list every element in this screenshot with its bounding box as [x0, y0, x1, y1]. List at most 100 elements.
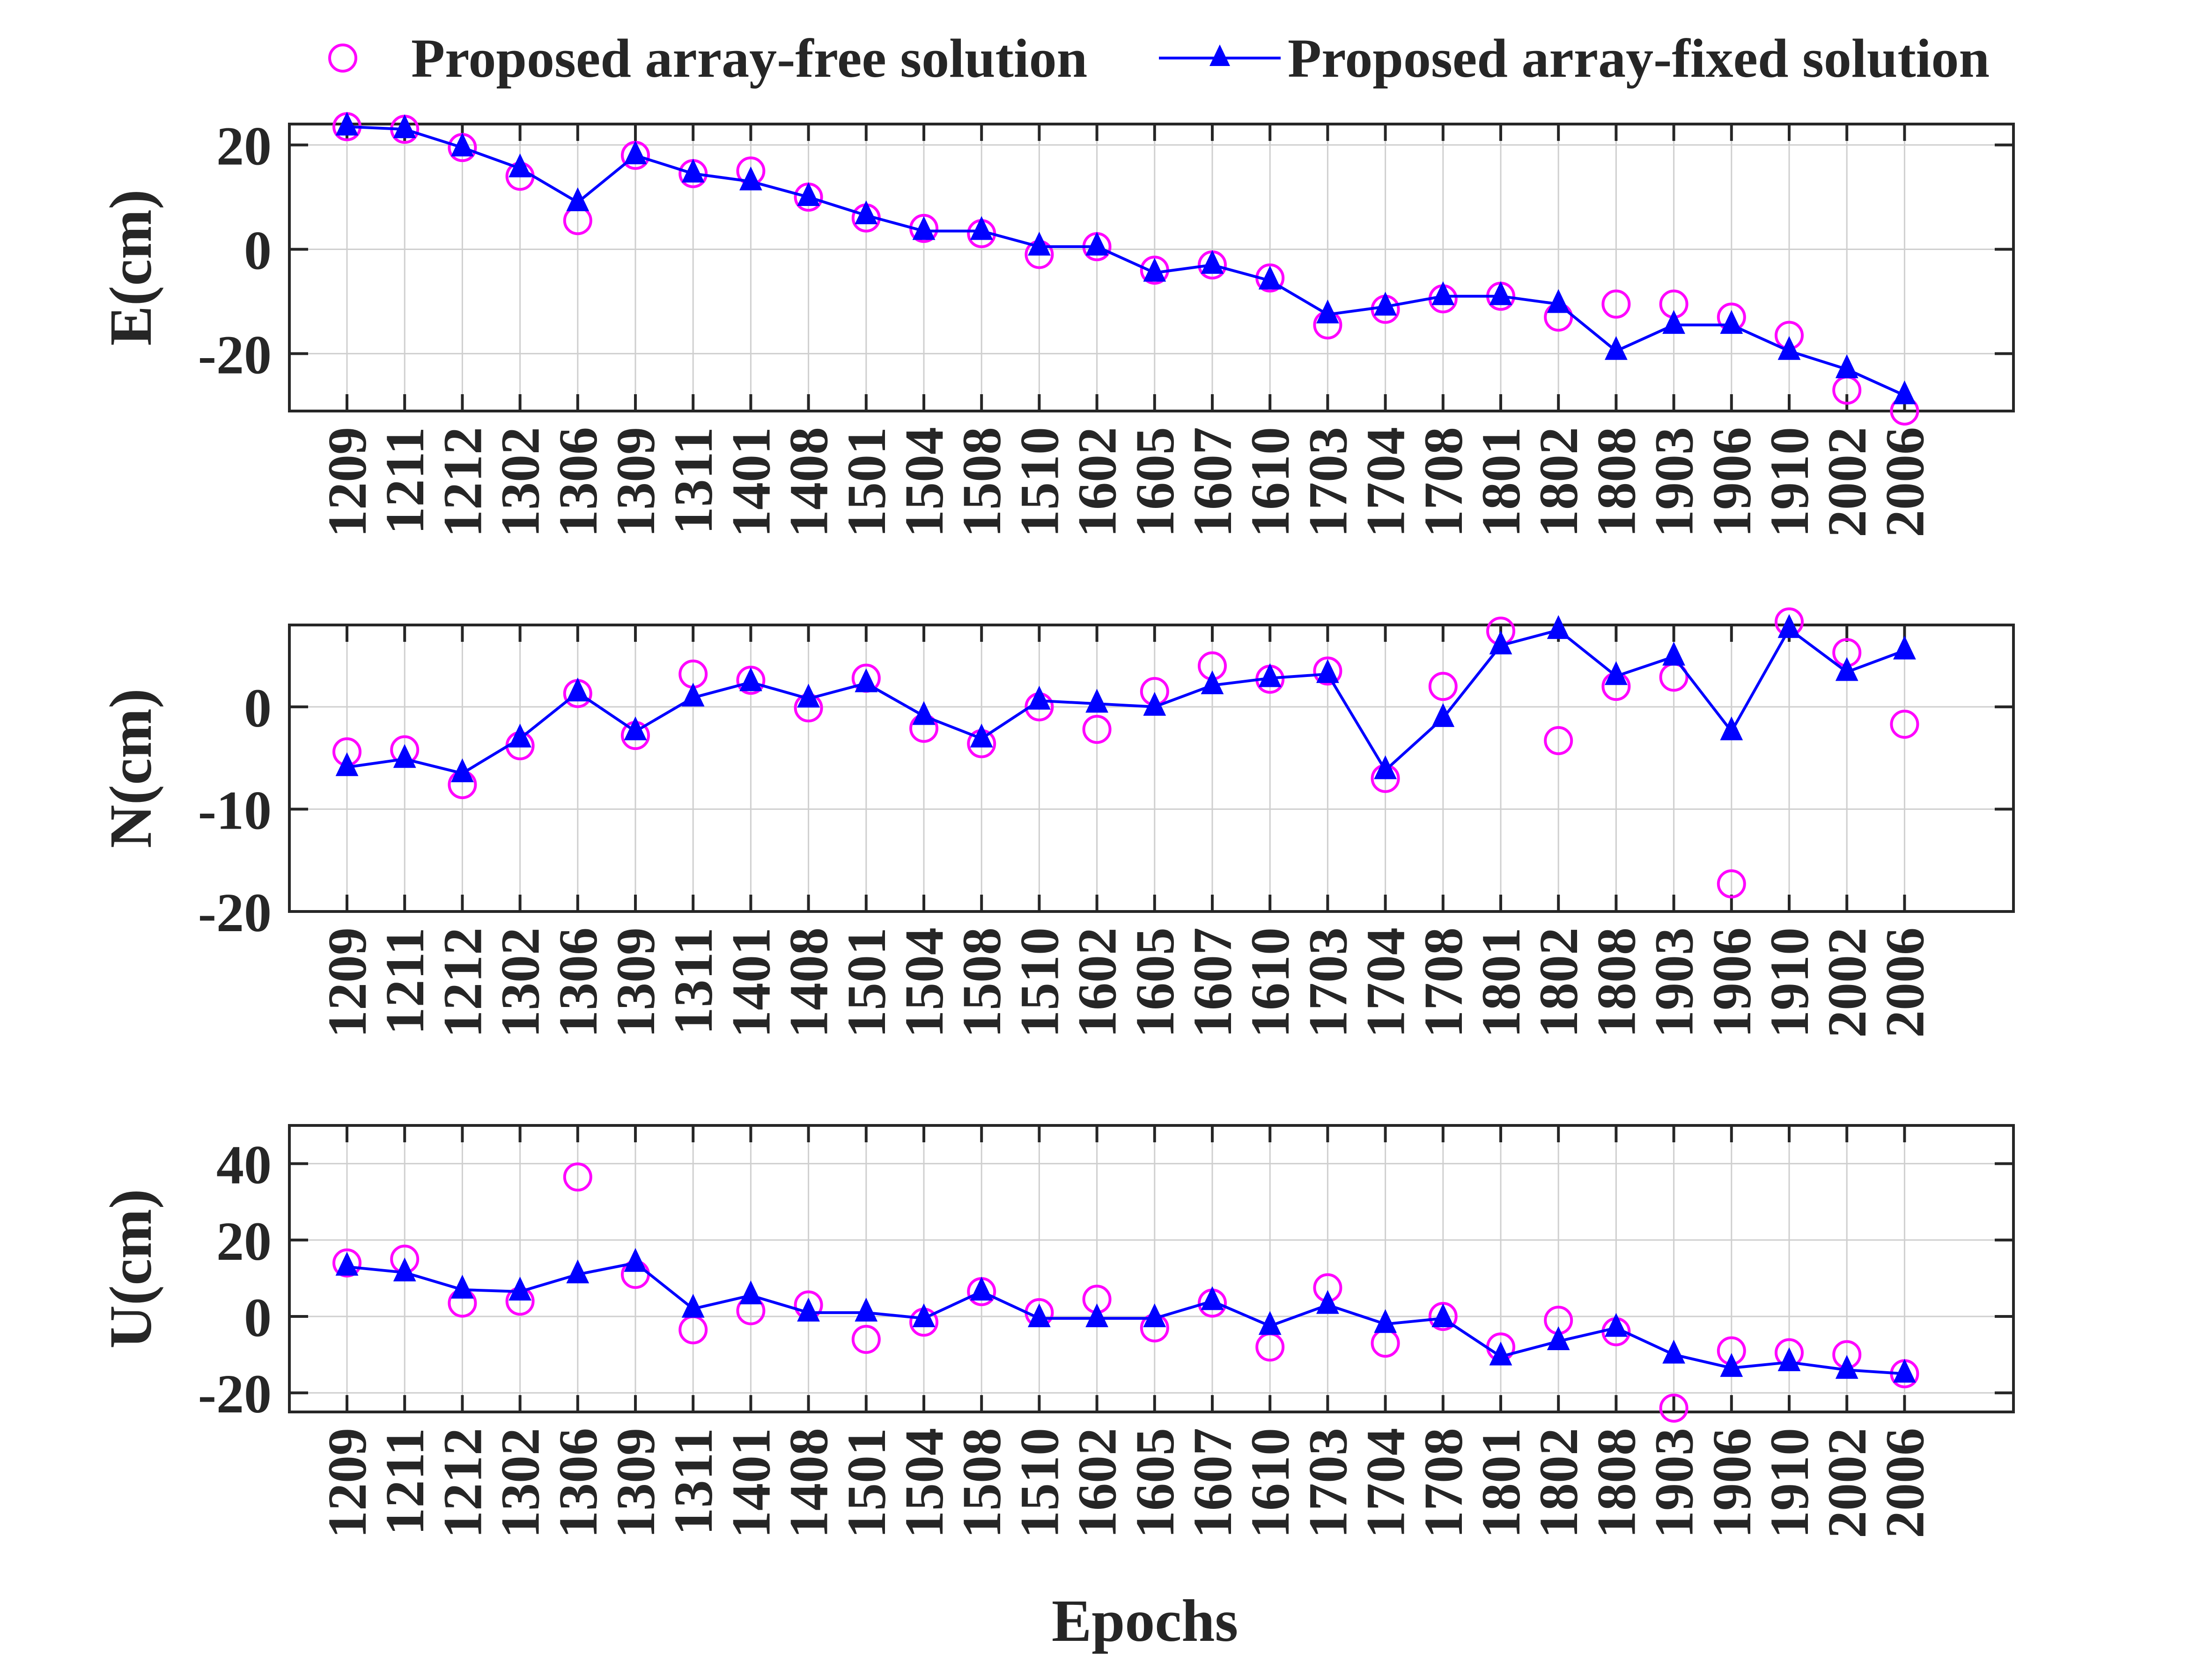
panel-n: -20-100120912111212130213061309131114011… [97, 607, 2015, 1038]
grid [289, 124, 2013, 411]
data-point-triangle [1662, 641, 1685, 666]
data-point-triangle [1085, 689, 1108, 713]
data-point-triangle [393, 744, 416, 768]
data-point-triangle [1662, 310, 1685, 334]
x-tick-label: 1708 [1413, 927, 1474, 1038]
x-tick-label: 1605 [1124, 427, 1186, 537]
data-point-circle [1659, 1393, 1688, 1423]
data-point-triangle [1316, 299, 1339, 323]
x-tick-label: 1703 [1297, 1428, 1358, 1538]
x-tick-label: 1504 [893, 427, 955, 537]
x-tick-label: 1408 [778, 427, 840, 537]
data-point-triangle [335, 111, 359, 136]
x-tick-label: 1501 [836, 427, 897, 537]
data-point-triangle [509, 1276, 531, 1301]
data-point-triangle [681, 683, 705, 707]
series-array-free [332, 112, 1919, 426]
grid [289, 1125, 2013, 1412]
x-tick-label: 1910 [1759, 427, 1820, 537]
x-tick-label: 1401 [720, 1428, 782, 1538]
y-tick-label: 20 [216, 116, 272, 177]
x-tick-label: 1209 [317, 1428, 378, 1538]
data-point-triangle [1201, 250, 1224, 274]
data-point-circle [1717, 869, 1746, 898]
x-tick-label: 1306 [547, 927, 609, 1038]
data-point-triangle [739, 1280, 762, 1305]
data-point-triangle [1258, 663, 1282, 687]
x-tick-label: 1906 [1701, 427, 1762, 537]
data-point-triangle [1316, 659, 1339, 683]
axes-frame [288, 1124, 2015, 1413]
x-tick-label: 1311 [663, 427, 724, 535]
legend-label-free: Proposed array-free solution [411, 28, 1087, 89]
data-point-circle [563, 1162, 592, 1192]
data-point-circle [1601, 289, 1631, 319]
data-point-triangle [1547, 615, 1570, 639]
x-tick-label: 1209 [317, 927, 378, 1038]
x-tick-label: 1309 [605, 427, 666, 537]
x-tick-label: 1311 [663, 1428, 724, 1536]
data-point-triangle [970, 216, 993, 240]
data-point-triangle [1605, 661, 1628, 685]
data-point-triangle [1893, 1359, 1916, 1383]
data-point-triangle [393, 1257, 416, 1282]
x-tick-label: 1708 [1413, 427, 1474, 537]
data-point-triangle [1893, 635, 1916, 660]
data-point-triangle [1143, 257, 1166, 282]
data-point-triangle [1605, 1313, 1628, 1337]
data-point-circle [736, 666, 766, 695]
x-tick-label: 1704 [1355, 1428, 1416, 1538]
panels: -200201209121112121302130613091311140114… [97, 111, 2015, 1538]
data-point-triangle [566, 677, 590, 702]
data-point-triangle [335, 1251, 359, 1276]
data-point-triangle [1258, 265, 1282, 290]
data-point-circle [1544, 726, 1573, 755]
data-point-triangle [1835, 354, 1858, 378]
x-tick-label: 1311 [663, 927, 724, 1035]
data-point-triangle [739, 667, 762, 691]
data-point-circle [1428, 672, 1458, 701]
x-tick-label: 1211 [374, 427, 435, 535]
data-point-triangle [1489, 1341, 1512, 1366]
x-tick-label: 1910 [1759, 1428, 1820, 1538]
data-point-triangle [1028, 1303, 1051, 1328]
data-point-triangle [970, 1276, 993, 1301]
x-tick-label: 1704 [1355, 927, 1416, 1038]
data-point-triangle [797, 182, 820, 206]
x-tick-label: 1212 [432, 1428, 493, 1538]
x-tick-label: 2006 [1874, 1428, 1935, 1538]
data-point-triangle [681, 1294, 705, 1318]
data-point-triangle [624, 716, 647, 741]
x-tick-label: 1302 [490, 427, 551, 537]
x-axis-title: Epochs [1052, 1588, 1238, 1654]
data-point-circle [1428, 1302, 1458, 1331]
data-point-triangle [1720, 310, 1743, 334]
data-point-triangle [451, 1274, 474, 1299]
x-tick-label: 1302 [490, 1428, 551, 1538]
data-point-triangle [1374, 292, 1397, 316]
data-point-triangle [1201, 1286, 1224, 1310]
legend-marker-free [328, 44, 357, 73]
x-tick-label: 1510 [1009, 427, 1070, 537]
x-tick-label: 1508 [951, 927, 1012, 1038]
axes-frame [288, 123, 2015, 412]
x-tick-label: 2002 [1816, 927, 1878, 1038]
data-point-triangle [566, 187, 590, 212]
x-tick-label: 1508 [951, 427, 1012, 537]
y-tick-label: -20 [198, 882, 272, 943]
x-tick-label: 1209 [317, 427, 378, 537]
data-point-triangle [451, 132, 474, 157]
data-point-triangle [624, 140, 647, 164]
x-tick-label: 1605 [1124, 1428, 1186, 1538]
data-point-triangle [1201, 670, 1224, 694]
data-point-triangle [912, 1303, 936, 1328]
data-point-triangle [797, 1297, 820, 1322]
x-tick-label: 1501 [836, 1428, 897, 1538]
x-tick-label: 1802 [1528, 927, 1589, 1038]
y-tick-label: 40 [216, 1134, 272, 1196]
y-tick-label: 20 [216, 1211, 272, 1272]
y-tick-label: -10 [198, 779, 272, 841]
y-axis-title: N(cm) [97, 688, 164, 848]
x-tick-label: 2006 [1874, 927, 1935, 1038]
data-point-triangle [1720, 1353, 1743, 1377]
